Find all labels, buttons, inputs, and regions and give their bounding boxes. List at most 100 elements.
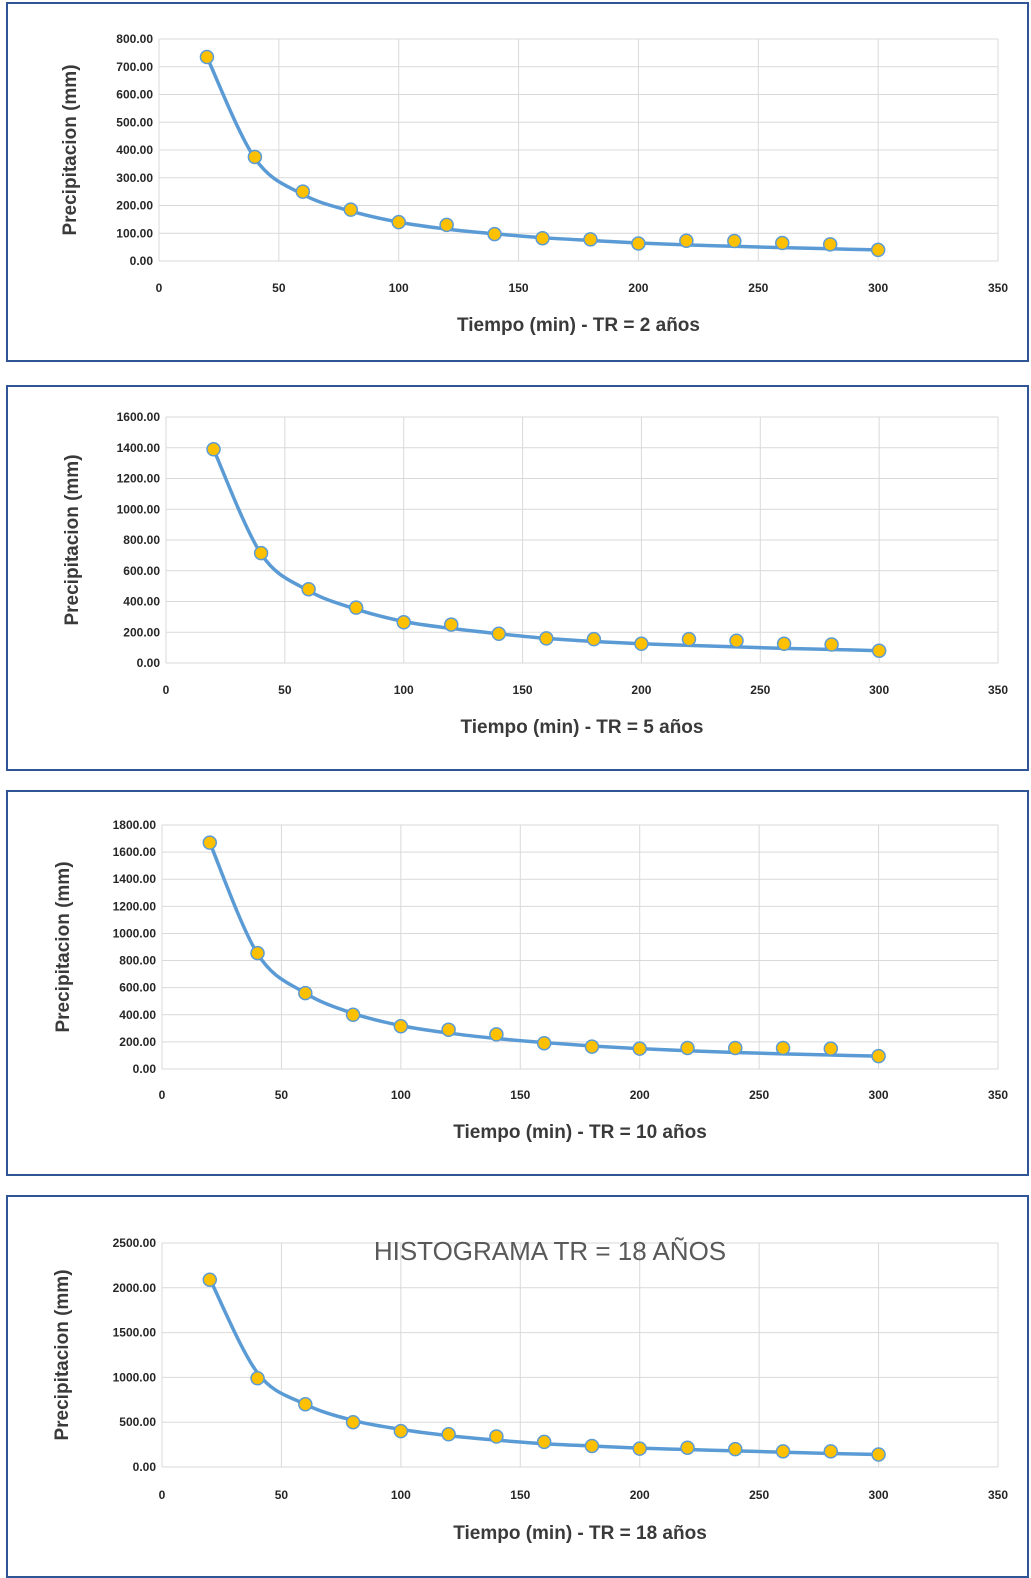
x-tick-label: 0	[159, 1088, 166, 1102]
chart-panel-3: 0.00 500.00 1000.00 1500.00 2000.00 2500.00 0 5…	[6, 1195, 1029, 1578]
x-tick-label: 350	[988, 1488, 1008, 1502]
trend-line	[208, 840, 881, 1058]
data-point	[728, 1040, 743, 1056]
data-point	[775, 235, 790, 251]
x-axis-title: Tiempo (min) - TR = 10 años	[453, 1122, 707, 1143]
data-point	[775, 1444, 791, 1459]
y-tick-label: 500.00	[116, 115, 153, 129]
data-point	[393, 1423, 409, 1439]
data-point	[535, 230, 550, 246]
x-axis-title: Tiempo (min) - TR = 18 años	[453, 1523, 707, 1544]
x-tick-label: 100	[394, 683, 414, 697]
data-point	[250, 1371, 265, 1386]
data-point	[250, 945, 265, 961]
data-point	[301, 581, 316, 597]
data-point	[536, 1035, 552, 1051]
x-tick-label: 250	[749, 1488, 769, 1502]
y-tick-label: 600.00	[116, 88, 153, 102]
data-point	[680, 1440, 695, 1455]
x-tick-label: 50	[275, 1088, 289, 1102]
y-tick-label: 1800.00	[113, 818, 157, 832]
y-tick-label: 1200.00	[117, 472, 161, 486]
data-point	[631, 236, 646, 251]
data-point	[253, 545, 269, 561]
y-tick-label: 100.00	[116, 226, 153, 240]
x-tick-label: 300	[869, 1088, 889, 1102]
data-point	[871, 1447, 886, 1462]
data-point	[199, 49, 215, 65]
data-point	[441, 1427, 456, 1442]
trend-line	[211, 447, 881, 653]
x-tick-label: 150	[510, 1088, 530, 1102]
chart-svg-2: 0.00 200.00 400.00 600.00 800.00 1000.00 1200.…	[53, 818, 1008, 1143]
data-point	[584, 1438, 600, 1454]
x-tick-label: 100	[391, 1088, 411, 1102]
y-tick-label: 1200.00	[113, 899, 157, 913]
y-tick-label: 0.00	[133, 1062, 157, 1076]
data-point	[247, 149, 263, 165]
data-point	[202, 835, 218, 850]
data-point	[679, 233, 694, 248]
y-tick-label: 400.00	[119, 1008, 156, 1022]
data-point	[295, 184, 311, 199]
y-tick-label: 300.00	[116, 171, 153, 185]
data-point	[871, 643, 887, 658]
data-point	[681, 631, 697, 647]
x-tick-label: 50	[275, 1488, 289, 1502]
data-point	[202, 1272, 218, 1287]
x-tick-label: 150	[509, 281, 529, 295]
y-tick-label: 0.00	[130, 254, 154, 268]
y-tick-label: 800.00	[119, 954, 156, 968]
y-tick-label: 1400.00	[117, 441, 161, 455]
y-tick-label: 1000.00	[117, 502, 161, 516]
x-axis-title: Tiempo (min) - TR = 2 años	[457, 315, 700, 336]
data-point	[634, 636, 649, 652]
data-point	[348, 600, 364, 615]
x-tick-label: 300	[869, 1488, 889, 1502]
x-tick-label: 50	[278, 683, 292, 697]
data-point	[536, 1434, 552, 1450]
x-tick-label: 200	[628, 281, 648, 295]
data-point	[729, 633, 744, 648]
y-tick-label: 2000.00	[113, 1281, 157, 1295]
y-tick-label: 400.00	[123, 595, 160, 609]
chart-svg-0: 0.00 100.00 200.00 300.00 400.00 500.00 600.00…	[60, 32, 1008, 336]
x-tick-label: 50	[272, 281, 286, 295]
y-tick-label: 0.00	[133, 1460, 157, 1474]
y-axis-title: Precipitacion (mm)	[52, 1269, 73, 1440]
y-axis-title: Precipitacion (mm)	[62, 454, 83, 625]
x-tick-label: 100	[389, 281, 409, 295]
data-point	[343, 202, 359, 217]
data-point	[822, 237, 838, 252]
data-point	[206, 442, 221, 457]
y-tick-label: 700.00	[116, 60, 153, 74]
y-tick-label: 1400.00	[113, 872, 157, 886]
data-point	[489, 1027, 504, 1042]
chart-panel-2: 0.00 200.00 400.00 600.00 800.00 1000.00 1200.…	[6, 790, 1029, 1176]
data-point	[871, 1048, 886, 1064]
data-point	[491, 626, 507, 642]
y-tick-label: 400.00	[116, 143, 153, 157]
data-point	[870, 242, 886, 258]
data-point	[439, 217, 454, 233]
x-tick-label: 350	[988, 281, 1008, 295]
data-point	[727, 233, 742, 249]
data-point	[824, 637, 839, 652]
y-tick-label: 0.00	[137, 656, 161, 670]
data-point	[396, 615, 411, 630]
y-tick-label: 500.00	[119, 1415, 156, 1429]
x-tick-label: 250	[750, 683, 770, 697]
data-point	[680, 1040, 695, 1056]
data-point	[298, 1397, 313, 1412]
data-point	[728, 1441, 743, 1457]
x-tick-label: 0	[163, 683, 170, 697]
data-point	[823, 1444, 839, 1459]
data-point	[775, 1040, 791, 1056]
x-axis-title: Tiempo (min) - TR = 5 años	[461, 717, 704, 738]
data-point	[776, 636, 792, 652]
data-point	[441, 1022, 456, 1037]
y-tick-label: 200.00	[119, 1035, 156, 1049]
data-point	[583, 232, 598, 247]
data-point	[393, 1019, 409, 1034]
x-tick-label: 0	[159, 1488, 166, 1502]
